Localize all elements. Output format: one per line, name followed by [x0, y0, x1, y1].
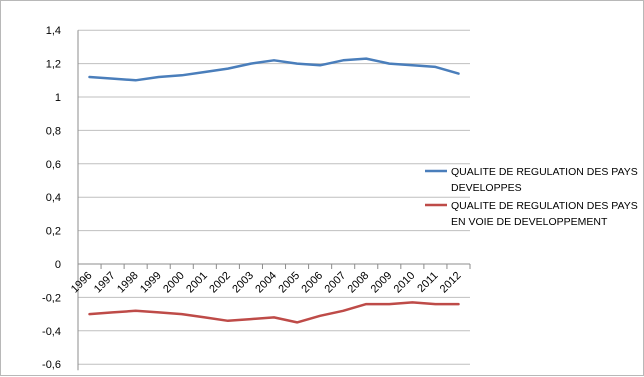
x-tick-label: 2000	[161, 270, 187, 296]
x-tick-label: 2007	[322, 270, 348, 296]
y-tick-label: 1,4	[46, 25, 61, 37]
x-tick-label: 2005	[276, 270, 302, 296]
legend-label-1: QUALITE DE REGULATION DES PAYS	[451, 166, 638, 178]
series-line-2	[88, 301, 460, 324]
x-tick-label: 2009	[369, 270, 395, 296]
x-tick-label: 1999	[138, 270, 164, 296]
x-tick-label: 2004	[253, 270, 279, 296]
x-tick-label: 2002	[207, 270, 233, 296]
legend-label-2: EN VOIE DE DEVELOPPEMENT	[451, 216, 608, 228]
y-tick-label: 0,4	[46, 192, 61, 204]
y-tick-label: 1	[55, 92, 61, 104]
x-tick-label: 2011	[415, 270, 440, 295]
series-line-1	[88, 57, 460, 82]
y-tick-label: 0	[55, 259, 61, 271]
x-tick-label: 2006	[299, 270, 325, 296]
x-tick-label: 2003	[230, 270, 256, 296]
x-tick-label: 1996	[69, 270, 95, 296]
x-tick-label: 1997	[92, 270, 118, 296]
y-tick-label: 1,2	[46, 59, 61, 71]
y-tick-label: 0,6	[46, 159, 61, 171]
y-tick-label: 0,8	[46, 125, 61, 137]
legend-label-2: QUALITE DE REGULATION DES PAYS	[451, 200, 638, 212]
x-tick-label: 2001	[184, 270, 210, 296]
x-tick-label: 1998	[115, 270, 141, 296]
y-tick-label: -0,4	[42, 326, 61, 338]
y-tick-label: 0,2	[46, 226, 61, 238]
x-tick-label: 2010	[392, 270, 418, 296]
y-tick-label: -0,2	[42, 292, 61, 304]
y-tick-label: -0,6	[42, 359, 61, 371]
x-tick-label: 2008	[346, 270, 372, 296]
legend-label-1: DEVELOPPES	[451, 182, 522, 194]
x-tick-label: 2012	[438, 270, 464, 296]
